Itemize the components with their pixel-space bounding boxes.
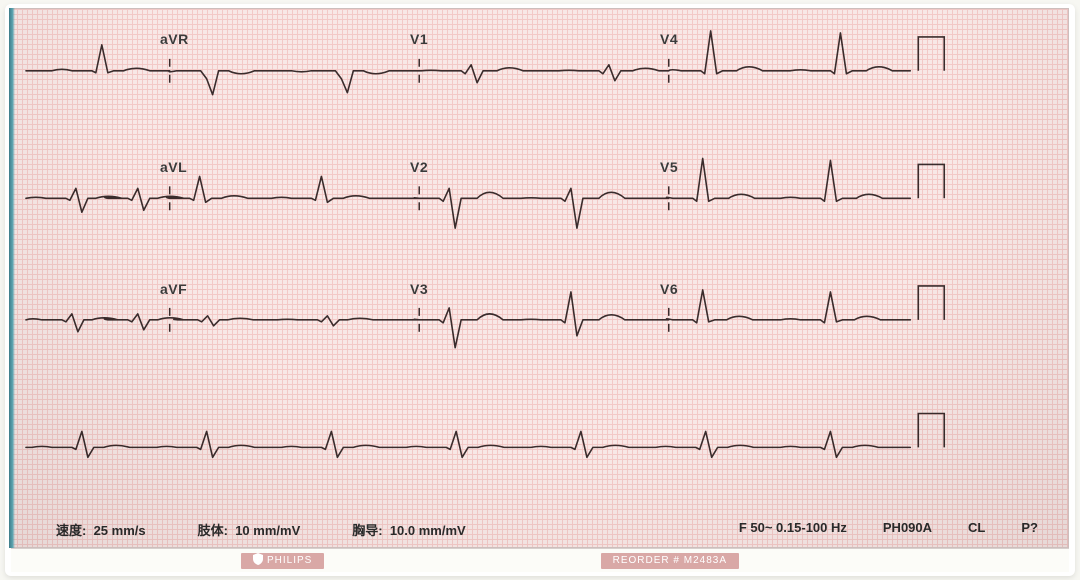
ecg-paper: aVR V1 V4 aVL V2 V5 aVF V3 V6 速度: 25 mm/s 肢体: 10… <box>11 8 1069 548</box>
limb-value: 10 mm/mV <box>235 523 300 538</box>
ecg-trace-layer <box>12 9 1068 547</box>
filter-value: F 50~ 0.15-100 Hz <box>739 520 847 539</box>
speed-value: 25 mm/s <box>94 523 146 538</box>
ecg-row-trace <box>26 290 910 348</box>
calibration-pulse <box>918 286 944 320</box>
paper-edge-binding <box>9 8 15 548</box>
chest-value: 10.0 mm/mV <box>390 523 466 538</box>
pq-value: P? <box>1021 520 1038 539</box>
lead-label: V3 <box>410 281 428 297</box>
lead-label: V1 <box>410 31 428 47</box>
lead-label: aVL <box>160 159 187 175</box>
brand-text: PHILIPS <box>267 555 312 566</box>
ecg-row-trace <box>26 431 910 457</box>
chest-gain-param: 胸导: 10.0 mm/mV <box>352 520 465 539</box>
reorder-band: REORDER # M2483A <box>601 553 739 569</box>
lead-label: V5 <box>660 159 678 175</box>
recording-params-footer: 速度: 25 mm/s 肢体: 10 mm/mV 胸导: 10.0 mm/mV … <box>12 520 1068 539</box>
lead-label: V4 <box>660 31 678 47</box>
ecg-row-trace <box>26 31 910 95</box>
calibration-pulse <box>918 413 944 447</box>
photo-frame: aVR V1 V4 aVL V2 V5 aVF V3 V6 速度: 25 mm/s 肢体: 10… <box>5 4 1075 576</box>
chest-label: 胸导: <box>352 523 382 538</box>
speed-param: 速度: 25 mm/s <box>56 520 146 539</box>
calibration-pulse <box>918 37 944 71</box>
ecg-row-trace <box>26 158 910 228</box>
lead-label: V6 <box>660 281 678 297</box>
model-value: PH090A <box>883 520 932 539</box>
brand-band: PHILIPS <box>241 553 324 569</box>
speed-label: 速度: <box>56 523 86 538</box>
manufacturer-strip: PHILIPS REORDER # M2483A <box>11 548 1069 572</box>
lead-label: aVF <box>160 281 187 297</box>
limb-gain-param: 肢体: 10 mm/mV <box>198 520 301 539</box>
lead-label: V2 <box>410 159 428 175</box>
reorder-text: REORDER # M2483A <box>613 555 727 566</box>
calibration-pulse <box>918 164 944 198</box>
lead-label: aVR <box>160 31 189 47</box>
cl-value: CL <box>968 520 985 539</box>
shield-icon <box>253 553 263 568</box>
limb-label: 肢体: <box>198 523 228 538</box>
